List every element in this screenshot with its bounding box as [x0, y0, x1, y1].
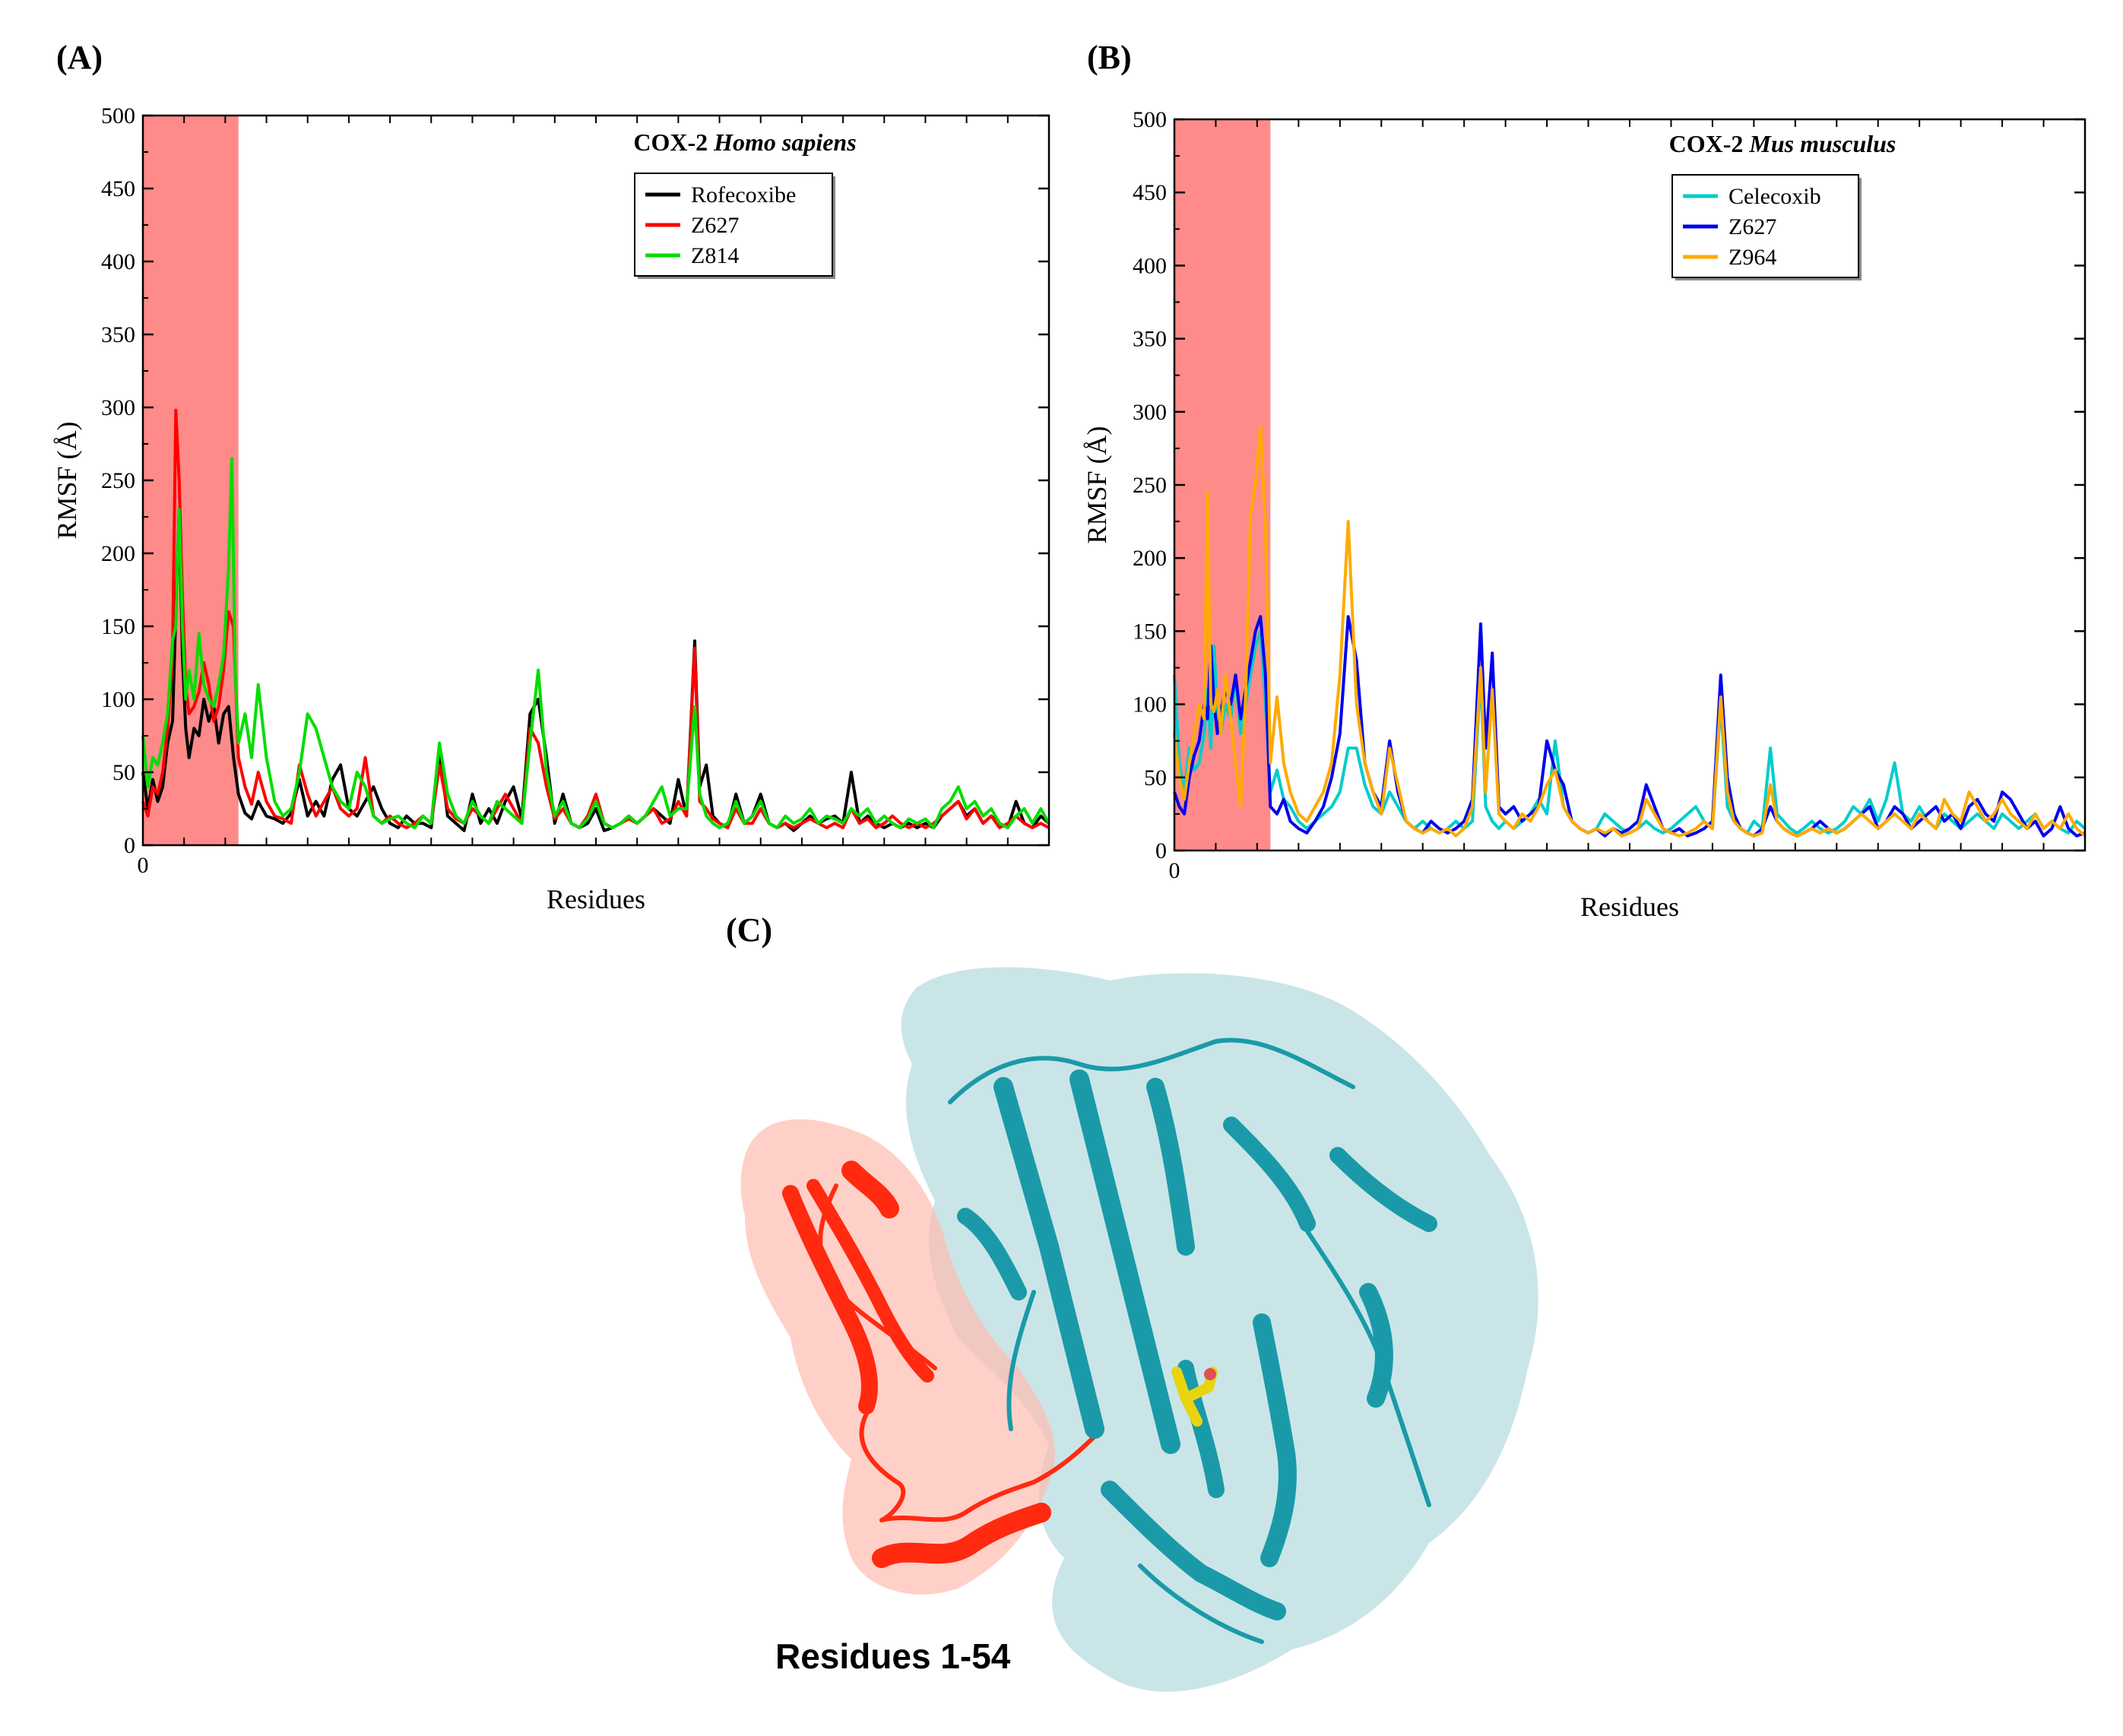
- y-tick-label: 0: [1155, 838, 1167, 863]
- y-tick-label: 400: [101, 249, 135, 274]
- panel-a-label: (A): [56, 39, 103, 76]
- ligand-oxygen: [1204, 1368, 1216, 1380]
- y-tick-label: 100: [1133, 692, 1167, 718]
- y-tick-label: 200: [1133, 546, 1167, 571]
- chart-b: 0 50 100 150 200 250 300 350 400 450 500 0 Residues R…: [1082, 107, 2087, 922]
- legend-label: Z627: [1729, 214, 1776, 239]
- panel-b-label: (B): [1087, 39, 1132, 76]
- y-tick-label: 150: [1133, 619, 1167, 644]
- y-tick-label: 500: [1133, 107, 1167, 132]
- core-ribbon: [948, 1037, 1437, 1644]
- y-tick-label: 50: [112, 760, 135, 785]
- y-tick-label: 150: [101, 614, 135, 639]
- y-tick-label: 450: [1133, 180, 1167, 205]
- chart-title: COX-2 Mus musculus: [1669, 130, 1896, 157]
- y-tick-label: 500: [101, 103, 135, 128]
- y-axis-title: RMSF (Å): [52, 421, 82, 539]
- chart-title: COX-2 Homo sapiens: [633, 128, 856, 156]
- y-tick-label: 100: [101, 687, 135, 712]
- chart-a: 0 50 100 150 200 250 300 350 400 450 500 0 Residues R…: [52, 103, 1050, 914]
- y-tick-label: 300: [101, 395, 135, 420]
- y-tick-label: 250: [101, 468, 135, 493]
- legend-label: Z814: [691, 243, 739, 268]
- legend-label: Celecoxib: [1729, 184, 1821, 209]
- core-surface: [901, 967, 1538, 1692]
- y-tick-label: 50: [1144, 765, 1167, 790]
- y-tick-label: 450: [101, 176, 135, 201]
- y-tick-label: 400: [1133, 253, 1167, 278]
- panel-c-label: (C): [726, 911, 773, 949]
- legend-label: Rofecoxibe: [691, 182, 796, 207]
- series-line-z964: [1173, 425, 2087, 838]
- y-tick-label: 0: [124, 833, 135, 858]
- y-tick-label: 250: [1133, 473, 1167, 498]
- structure-caption: Residues 1-54: [775, 1636, 1011, 1676]
- x-axis-title: Residues: [1580, 892, 1679, 922]
- y-tick-label: 300: [1133, 400, 1167, 425]
- series-line-z814: [141, 457, 1050, 829]
- y-tick-label: 350: [1133, 327, 1167, 352]
- x-tick-label: 0: [1169, 858, 1180, 883]
- x-axis-title: Residues: [547, 884, 645, 914]
- legend-label: Z964: [1729, 245, 1776, 270]
- y-tick-label: 200: [101, 541, 135, 566]
- y-axis-title: RMSF (Å): [1082, 426, 1112, 543]
- y-tick-label: 350: [101, 322, 135, 347]
- x-tick-label: 0: [138, 853, 149, 878]
- flexible-ribbon: [782, 1161, 1104, 1568]
- legend-label: Z627: [691, 213, 739, 238]
